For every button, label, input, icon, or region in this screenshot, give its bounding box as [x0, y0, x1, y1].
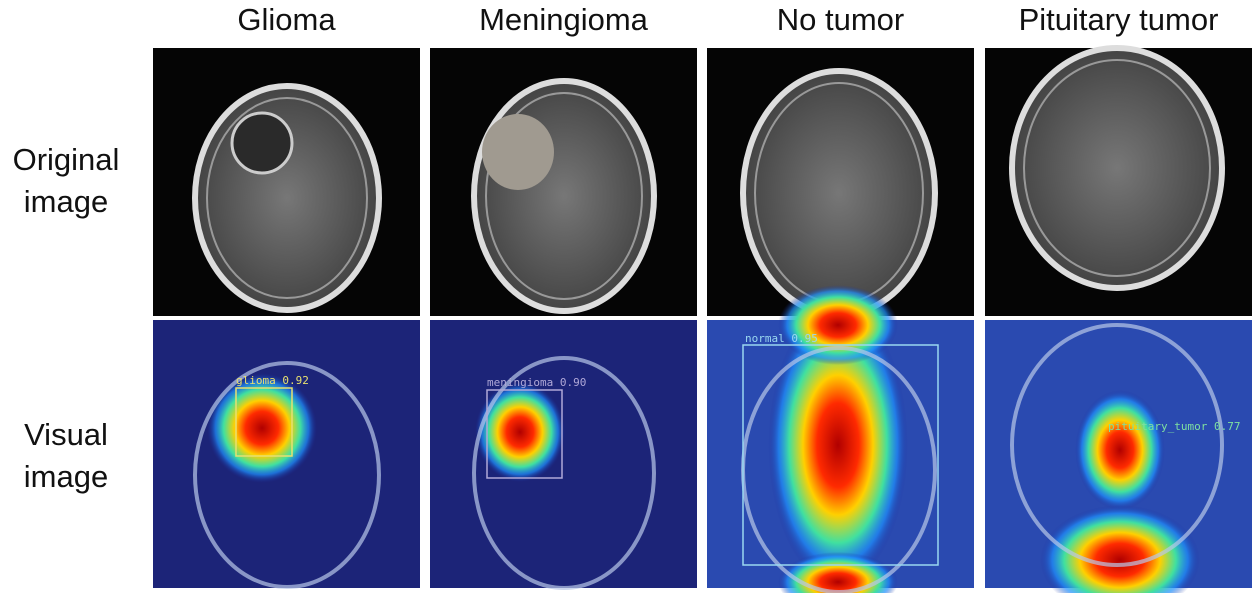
brain-inner [1023, 59, 1211, 277]
original-image [430, 48, 697, 316]
row-label: Visual [24, 417, 108, 452]
detection-label: normal 0.95 [745, 332, 818, 345]
row-label: image [24, 459, 108, 494]
skull-overlay [1010, 323, 1224, 567]
skull [1009, 45, 1225, 291]
column-title: Pituitary tumor [1019, 2, 1219, 37]
column-title: No tumor [777, 2, 904, 37]
column-title: Glioma [237, 2, 336, 37]
skull [471, 78, 657, 314]
row-label: image [24, 184, 108, 219]
skull-overlay [193, 361, 381, 589]
detection-label: glioma 0.92 [236, 374, 309, 387]
heat-spot [1040, 505, 1200, 593]
original-image [985, 45, 1252, 316]
lesion [230, 111, 294, 175]
original-image [153, 48, 420, 316]
visual-image: glioma 0.92 [153, 320, 420, 589]
heat-spot [1075, 390, 1165, 510]
heat-spot [778, 552, 898, 593]
visual-image: meningioma 0.90 [430, 320, 697, 590]
original-image [707, 48, 974, 318]
detection-box [486, 389, 563, 479]
brain-inner [206, 97, 368, 299]
detection-label: pituitary_tumor 0.77 [1108, 420, 1240, 433]
detection-label: meningioma 0.90 [487, 376, 586, 389]
detection-box [742, 344, 939, 566]
skull-overlay [472, 356, 656, 590]
heat-spot [475, 382, 565, 482]
skull [192, 83, 382, 313]
detection-box [235, 387, 293, 457]
brain-inner [485, 92, 643, 300]
heat-spot [778, 285, 898, 365]
visual-image: normal 0.95 [707, 285, 974, 593]
lesion [482, 114, 554, 190]
visual-image: pituitary_tumor 0.77 [985, 320, 1252, 593]
row-label: Original [13, 142, 120, 177]
skull [740, 68, 938, 318]
heat-spot [768, 305, 908, 585]
column-title: Meningioma [479, 2, 649, 37]
image-background [430, 320, 697, 588]
heat-spot [207, 373, 317, 483]
